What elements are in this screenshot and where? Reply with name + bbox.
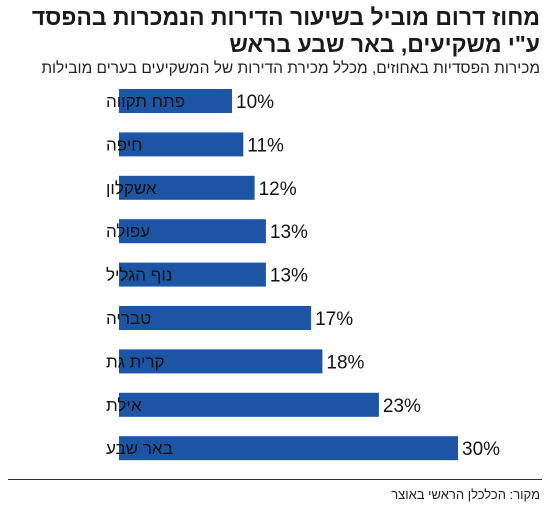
value-label: 13% [270, 266, 308, 287]
value-label: 12% [259, 179, 297, 200]
bar [119, 132, 244, 157]
value-label: 11% [247, 135, 284, 156]
category-label: קרית גת [106, 352, 165, 371]
bar [119, 349, 323, 374]
value-label: 23% [383, 396, 421, 417]
source-note: מקור: הכלכלן הראשי באוצר [391, 487, 540, 502]
bar [119, 436, 458, 461]
value-label: 10% [236, 92, 274, 113]
bar [119, 392, 379, 417]
value-label: 18% [326, 352, 364, 373]
chart-subtitle: מכירות הפסדיות באחוזים, מכלל מכירת הדירו… [41, 60, 540, 77]
bar [119, 219, 266, 244]
bar [119, 175, 255, 200]
bar [119, 306, 312, 330]
category-label: אשקלון [106, 179, 157, 198]
category-label: עפולה [106, 222, 150, 241]
value-label: 30% [462, 439, 500, 460]
category-label: טבריה [106, 309, 151, 328]
category-label: חיפה [106, 135, 142, 154]
value-label: 13% [270, 222, 308, 243]
source-divider [8, 479, 542, 480]
category-label: נוף הגליל [106, 266, 172, 285]
category-label: פתח תקווה [106, 92, 185, 111]
value-label: 17% [315, 309, 353, 330]
bar [119, 89, 232, 113]
category-label: באר שבע [106, 439, 173, 458]
bar [119, 262, 266, 287]
chart-title: מחוז דרום מוביל בשיעור הדירות הנמכרות בה… [31, 4, 540, 57]
category-label: אילת [106, 396, 142, 415]
bar-chart: פתח תקווה 10% חיפה 11% אשקלון 12% עפולה 13% נוף … [106, 89, 500, 461]
